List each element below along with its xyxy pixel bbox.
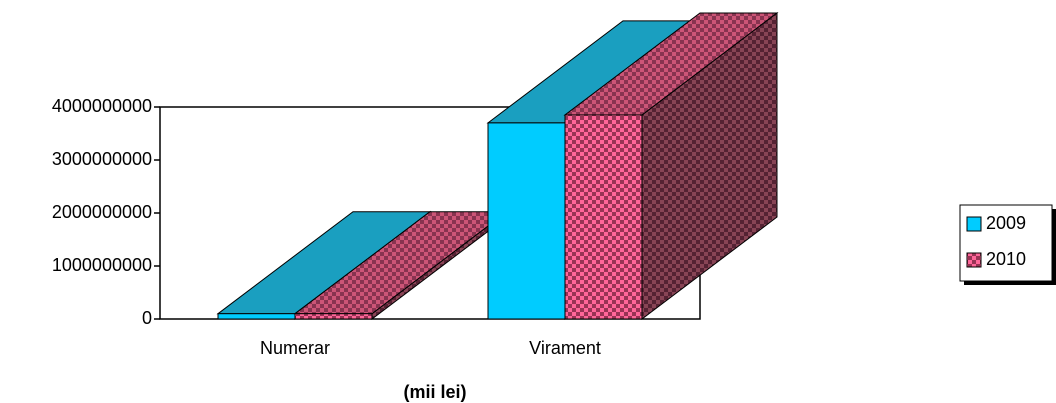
legend-swatch (966, 216, 982, 232)
y-tick-label: 3000000000 (52, 149, 152, 169)
y-tick-label: 4000000000 (52, 96, 152, 116)
x-tick-label: Virament (529, 338, 601, 358)
legend-label: 2010 (986, 249, 1026, 269)
x-tick-label: Numerar (260, 338, 330, 358)
y-tick-label: 2000000000 (52, 202, 152, 222)
bar (564, 114, 643, 320)
bar (294, 313, 373, 320)
bar (487, 122, 566, 320)
legend-label: 2009 (986, 213, 1026, 233)
y-tick-label: 0 (142, 308, 152, 328)
legend-swatch (966, 252, 982, 268)
x-axis-label: (mii lei) (403, 382, 466, 402)
bar (217, 313, 296, 320)
y-tick-label: 1000000000 (52, 255, 152, 275)
